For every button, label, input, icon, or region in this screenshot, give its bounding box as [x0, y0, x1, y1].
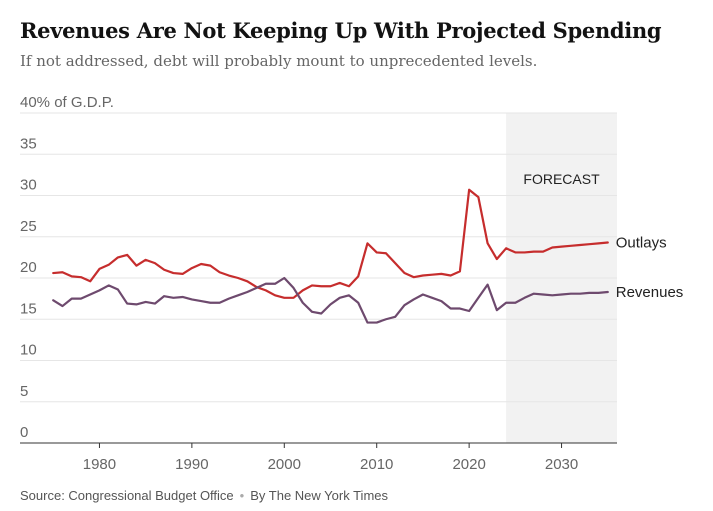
- chart-title: Revenues Are Not Keeping Up With Project…: [20, 18, 662, 43]
- y-tick-label-5: 5: [20, 383, 28, 400]
- line-chart: 0 5 10 15 20 25 30 35 40% of G.D.P. 1980 1990 2000 2…: [20, 94, 684, 473]
- x-tick-label-2020: 2020: [452, 456, 485, 473]
- source-note: Source: Congressional Budget Office • By T…: [20, 488, 388, 503]
- source-text: Source: Congressional Budget Office: [20, 488, 234, 503]
- y-tick-label-30: 30: [20, 177, 37, 194]
- y-tick-label-35: 35: [20, 135, 37, 152]
- series-outlays: [52, 188, 609, 299]
- y-tick-label-20: 20: [20, 259, 37, 276]
- credit-text: By The New York Times: [250, 488, 388, 503]
- y-tick-label-0: 0: [20, 424, 28, 441]
- forecast-label: FORECAST: [523, 171, 600, 187]
- y-tick-label-25: 25: [20, 218, 37, 235]
- x-tick-label-2010: 2010: [360, 456, 393, 473]
- outlays-label: Outlays: [616, 235, 667, 252]
- y-tick-label-15: 15: [20, 300, 37, 317]
- revenues-label: Revenues: [616, 284, 684, 301]
- series-revenues: [52, 276, 609, 324]
- y-tick-label-10: 10: [20, 342, 37, 359]
- x-tick-label-1990: 1990: [175, 456, 208, 473]
- y-tick-label-40: 40% of G.D.P.: [20, 94, 114, 111]
- x-tick-label-2000: 2000: [268, 456, 301, 473]
- x-tick-label-2030: 2030: [545, 456, 578, 473]
- x-tick-label-1980: 1980: [83, 456, 116, 473]
- separator-dot: •: [239, 488, 245, 503]
- chart-subtitle: If not addressed, debt will probably mou…: [20, 52, 538, 70]
